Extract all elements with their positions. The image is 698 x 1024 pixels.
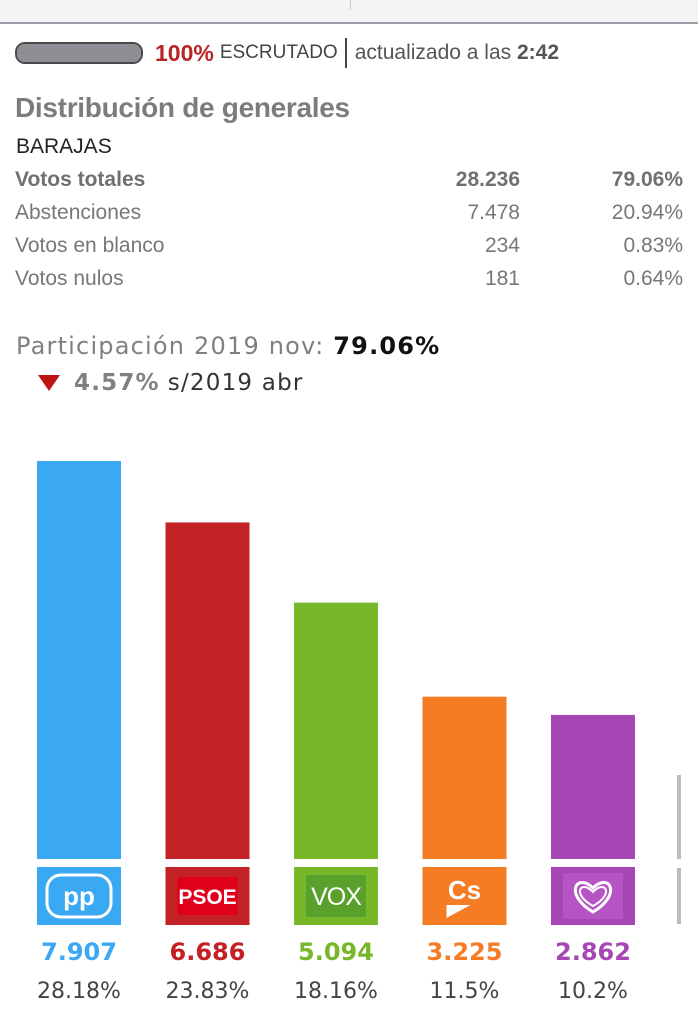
- stats-percent: 20.94%: [611, 200, 683, 224]
- party-logo-box: [422, 867, 507, 925]
- bar-percent-label: 28.18%: [37, 979, 121, 1004]
- count-label: ESCRUTADO: [219, 42, 338, 63]
- heart-logo-icon: [573, 881, 613, 914]
- stats-table: Votos totales 28.236 79.06% Abstenciones…: [15, 163, 683, 295]
- stats-value: 234: [484, 233, 520, 257]
- stats-percent: 79.06%: [611, 167, 683, 191]
- bar-pp: [37, 461, 121, 859]
- scrollbar-upper[interactable]: [677, 775, 681, 859]
- stats-row-blank: Votos en blanco 234 0.83%: [15, 229, 683, 262]
- stats-row-abstentions: Abstenciones 7.478 20.94%: [15, 196, 683, 229]
- bar-percent-label: 18.16%: [294, 979, 378, 1004]
- bar-más-país: [551, 714, 635, 859]
- updated-text: actualizado a las 2:42: [355, 41, 559, 65]
- participation-change-value: 4.57%: [74, 370, 160, 396]
- participation-label: Participación 2019 nov:: [16, 332, 325, 360]
- stats-value: 181: [484, 266, 520, 290]
- stats-label: Votos nulos: [15, 266, 124, 290]
- participation-value: 79.06%: [333, 332, 441, 360]
- results-bar-chart: pp 7.907 28.18% PSOE 6.686 23.83% VOX 5.094 18.1…: [37, 461, 635, 1004]
- participation-change: 4.57% s/2019 abr: [38, 370, 304, 396]
- bar-value-label: 7.907: [41, 938, 117, 966]
- count-status: 100% ESCRUTADO actualizado a las 2:42: [15, 38, 559, 68]
- page-title: Distribución de generales: [15, 92, 350, 123]
- stats-row-total: Votos totales 28.236 79.06%: [15, 163, 683, 196]
- cs-logo-text: Cs: [448, 875, 481, 905]
- party-logo-box: [37, 867, 121, 925]
- top-bar-divider: [350, 0, 351, 10]
- psoe-logo-icon: [177, 877, 238, 915]
- psoe-logo-text: PSOE: [178, 886, 236, 909]
- participation: Participación 2019 nov: 79.06%: [16, 332, 440, 360]
- bar-percent-label: 11.5%: [430, 979, 500, 1004]
- bar-percent-label: 10.2%: [558, 979, 628, 1004]
- down-triangle-icon: [38, 375, 60, 391]
- heart-logo-inner: [579, 886, 607, 908]
- browser-top-bar: [0, 0, 698, 24]
- vox-logo-icon: [306, 875, 366, 917]
- stats-percent: 0.64%: [623, 266, 683, 290]
- status-divider: [344, 38, 347, 68]
- scrollbar-lower[interactable]: [677, 868, 681, 924]
- count-progress-bar: [15, 42, 143, 64]
- count-percent: 100%: [155, 39, 214, 66]
- bar-cs: [422, 696, 507, 859]
- bar-value-label: 6.686: [170, 938, 246, 966]
- pp-logo-text: pp: [63, 881, 95, 911]
- stats-label: Abstenciones: [15, 200, 142, 224]
- place-name: BARAJAS: [16, 135, 112, 158]
- stats-value: 7.478: [467, 200, 520, 224]
- bar-psoe: [165, 522, 250, 859]
- updated-prefix: actualizado a las: [354, 41, 512, 64]
- vox-logo-text: VOX: [311, 883, 362, 911]
- updated-time: 2:42: [517, 41, 560, 64]
- stats-row-null: Votos nulos 181 0.64%: [15, 262, 683, 295]
- bar-value-label: 2.862: [555, 938, 631, 966]
- stats-label: Votos en blanco: [15, 233, 165, 257]
- stats-percent: 0.83%: [623, 233, 683, 257]
- participation-change-label: s/2019 abr: [167, 370, 304, 396]
- cs-logo-icon: [446, 905, 471, 918]
- pp-logo-icon: [45, 873, 113, 919]
- count-progress-fill: [17, 44, 141, 62]
- bar-value-label: 3.225: [427, 938, 503, 966]
- bar-value-label: 5.094: [298, 938, 374, 966]
- bar-percent-label: 23.83%: [166, 979, 250, 1004]
- bar-vox: [294, 602, 378, 859]
- stats-label: Votos totales: [15, 167, 146, 191]
- stats-value: 28.236: [455, 167, 520, 191]
